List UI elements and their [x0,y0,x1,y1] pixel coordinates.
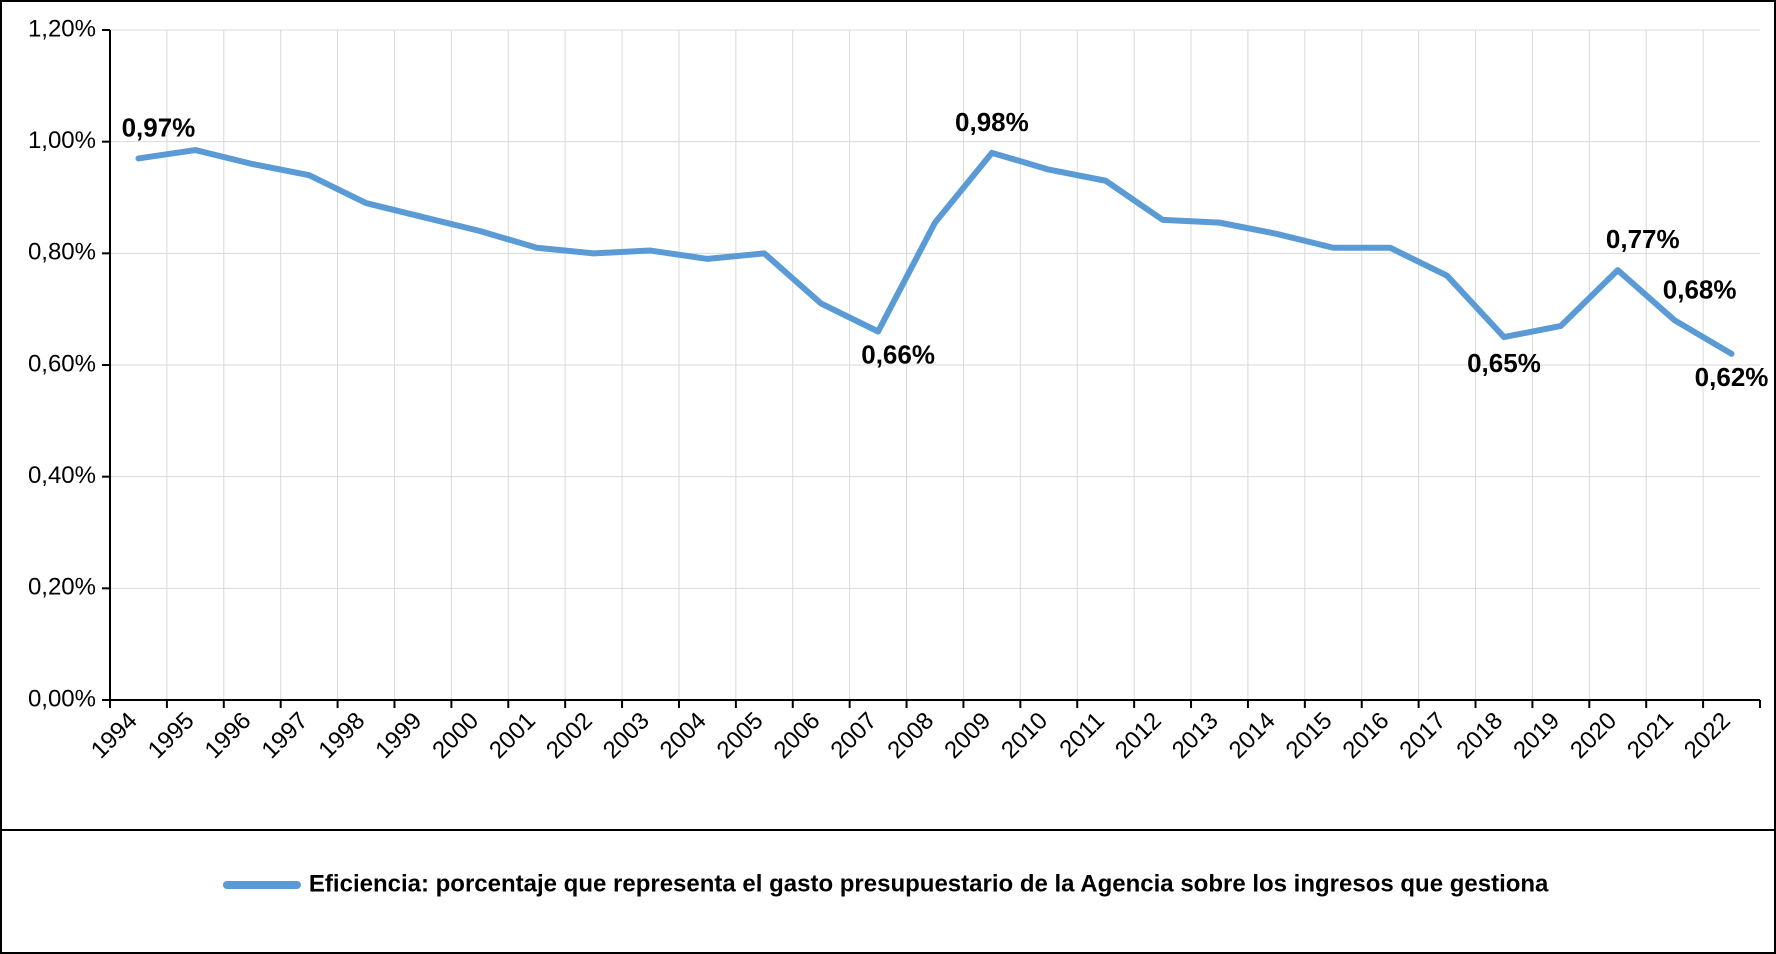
y-tick-label: 0,60% [28,350,96,377]
x-tick-label: 2002 [541,707,598,764]
x-tick-label: 1999 [370,707,427,764]
x-tick-label: 2022 [1679,707,1736,764]
y-tick-label: 0,20% [28,574,96,601]
y-tick-label: 0,80% [28,239,96,266]
x-tick-label: 2020 [1565,707,1622,764]
x-tick-label: 2001 [484,707,541,764]
x-tick-label: 1997 [257,707,314,764]
x-tick-label: 2014 [1224,707,1281,764]
data-point-label: 0,65% [1467,348,1541,378]
x-tick-label: 2016 [1338,707,1395,764]
chart-legend: Eficiencia: porcentaje que representa el… [227,870,1549,897]
x-tick-label: 2010 [996,707,1053,764]
efficiency-series-line [138,150,1731,354]
chart-svg: 0,00%0,20%0,40%0,60%0,80%1,00%1,20%19941… [0,0,1776,954]
x-tick-label: 2007 [826,707,883,764]
x-tick-label: 2011 [1054,707,1110,763]
x-tick-label: 2019 [1508,707,1565,764]
y-tick-label: 1,20% [28,15,96,42]
x-tick-label: 2006 [769,707,826,764]
efficiency-line-chart: 0,00%0,20%0,40%0,60%0,80%1,00%1,20%19941… [0,0,1776,954]
x-tick-label: 2013 [1167,707,1224,764]
x-tick-label: 1994 [86,707,143,764]
data-point-label: 0,66% [861,340,935,370]
x-tick-label: 2021 [1622,707,1679,764]
x-tick-label: 2008 [882,707,939,764]
x-tick-label: 2018 [1451,707,1508,764]
x-tick-label: 2005 [712,707,769,764]
x-tick-label: 1995 [143,707,200,764]
x-tick-label: 1996 [200,707,257,764]
x-tick-label: 1998 [313,707,370,764]
data-point-label: 0,68% [1663,274,1737,304]
x-tick-label: 2003 [598,707,655,764]
x-tick-label: 2000 [427,707,484,764]
x-tick-label: 2004 [655,707,712,764]
x-tick-label: 2012 [1110,707,1167,764]
y-tick-label: 0,00% [28,685,96,712]
y-tick-label: 0,40% [28,462,96,489]
data-point-label: 0,77% [1606,224,1680,254]
data-point-label: 0,98% [955,107,1029,137]
x-tick-label: 2015 [1281,707,1338,764]
y-tick-label: 1,00% [28,127,96,154]
data-point-label: 0,97% [122,112,196,142]
x-tick-label: 2017 [1394,707,1451,764]
legend-label: Eficiencia: porcentaje que representa el… [309,870,1549,897]
x-tick-label: 2009 [939,707,996,764]
data-point-label: 0,62% [1695,362,1769,392]
